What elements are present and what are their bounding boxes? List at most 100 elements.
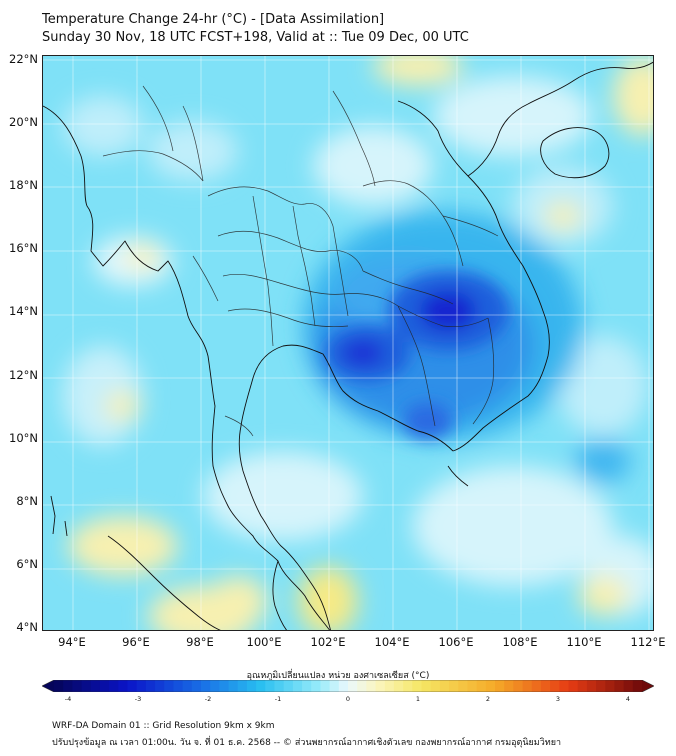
colorbar-cell (540, 680, 551, 692)
colorbar-cell (136, 680, 147, 692)
colorbar-cell (550, 680, 560, 692)
coastlines (43, 61, 653, 630)
colorbar-cell (109, 680, 119, 692)
colorbar-tick-label: -2 (204, 695, 212, 703)
footer-credit: ปรับปรุงข้อมูล ณ เวลา 01:00น. วัน จ. ที่… (52, 738, 562, 748)
colorbar-cell (201, 680, 211, 692)
colorbar-high-extend (642, 680, 654, 692)
field-shading (63, 56, 653, 630)
colorbar-cell (99, 680, 110, 692)
colorbar-cell (476, 680, 487, 692)
colorbar-cell (265, 680, 276, 692)
colorbar-cell (412, 680, 423, 692)
colorbar-cell (403, 680, 413, 692)
lat-tick-label: 16°N (9, 241, 38, 256)
colorbar-cell (274, 680, 285, 692)
map-title: Temperature Change 24-hr (°C) - [Data As… (42, 12, 385, 27)
colorbar-cell (596, 680, 606, 692)
colorbar-tick-label: 2 (485, 695, 491, 703)
lon-tick-label: 102°E (310, 635, 346, 649)
lat-tick-label: 4°N (16, 620, 38, 634)
colorbar-cell (256, 680, 266, 692)
colorbar-cell (246, 680, 257, 692)
colorbar-cell (522, 680, 533, 692)
colorbar-cell (568, 680, 579, 692)
colorbar-cell (283, 680, 294, 692)
colorbar-cell (90, 680, 101, 692)
colorbar-cell (467, 680, 478, 692)
map-subtitle: Sunday 30 Nov, 18 UTC FCST+198, Valid at… (42, 30, 469, 45)
colorbar-cell (72, 680, 83, 692)
colorbar-cell (632, 680, 643, 692)
lon-tick-label: 110°E (566, 635, 602, 649)
colorbar-cell (118, 680, 129, 692)
lat-tick-label: 6°N (16, 556, 38, 571)
colorbar-cell (81, 680, 92, 692)
colorbar-cell (320, 680, 331, 692)
colorbar-cell (384, 680, 395, 692)
lat-tick-label: 18°N (9, 178, 38, 193)
lon-tick-label: 96°E (122, 635, 150, 649)
colorbar-cell (513, 680, 524, 692)
colorbar-cell (173, 680, 184, 692)
colorbar-cell (219, 680, 230, 692)
admin-borders (102, 85, 499, 437)
colorbar-cell (559, 680, 570, 692)
colorbar-cell (623, 680, 634, 692)
lat-tick-label: 12°N (9, 367, 38, 382)
colorbar-tick-label: -3 (134, 695, 142, 703)
colorbar-cell (292, 680, 303, 692)
colorbar-tick-label: 1 (415, 695, 421, 703)
lon-tick-label: 108°E (502, 635, 538, 649)
colorbar-cell (577, 680, 588, 692)
colorbar-cell (449, 680, 459, 692)
colorbar-cell (495, 680, 505, 692)
colorbar-tick-label: 4 (625, 695, 631, 703)
colorbar-tick-label: 0 (345, 695, 351, 703)
colorbar-low-extend (42, 680, 54, 692)
colorbar-cell (531, 680, 542, 692)
colorbar-tick-label: -1 (274, 695, 282, 703)
lat-tick-label: 8°N (16, 493, 38, 508)
colorbar-cell (430, 680, 441, 692)
lat-tick-label: 22°N (9, 52, 38, 66)
lon-tick-label: 94°E (58, 635, 86, 649)
footer-model-info: WRF-DA Domain 01 :: Grid Resolution 9km … (52, 721, 275, 731)
colorbar-cell (63, 680, 73, 692)
colorbar-cell (458, 680, 469, 692)
colorbar-title: อุณหภูมิเปลี่ยนแปลง หน่วย องศาเซลเซียส (… (246, 671, 430, 681)
colorbar-cell (127, 680, 138, 692)
colorbar-cell (375, 680, 386, 692)
lon-tick-label: 106°E (438, 635, 474, 649)
colorbar-cell (357, 680, 367, 692)
colorbar-cell (311, 680, 322, 692)
colorbar-cell (421, 680, 432, 692)
colorbar-cell (348, 680, 358, 692)
colorbar-cell (605, 680, 616, 692)
colorbar-cell (155, 680, 165, 692)
colorbar-tick-label: -4 (64, 695, 72, 703)
colorbar-cell (614, 680, 625, 692)
colorbar-cell (439, 680, 450, 692)
colorbar-cell (237, 680, 248, 692)
colorbar-cell (586, 680, 597, 692)
lon-tick-label: 112°E (630, 635, 666, 649)
colorbar-cell (228, 680, 239, 692)
colorbar-cell (210, 680, 220, 692)
lon-tick-label: 98°E (186, 635, 214, 649)
colorbar-cell (504, 680, 514, 692)
colorbar-cell (164, 680, 175, 692)
graticule (43, 56, 653, 630)
lat-tick-label: 14°N (9, 304, 38, 319)
map-panel (42, 55, 654, 631)
colorbar-cell (145, 680, 156, 692)
temperature-field-map (43, 56, 653, 630)
lat-tick-label: 20°N (9, 115, 38, 130)
colorbar-cell (54, 680, 64, 692)
colorbar-cell (182, 680, 193, 692)
colorbar-cell (191, 680, 202, 692)
lon-tick-label: 104°E (374, 635, 410, 649)
lon-tick-label: 100°E (246, 635, 282, 649)
colorbar (42, 680, 654, 692)
colorbar-cell (329, 680, 340, 692)
